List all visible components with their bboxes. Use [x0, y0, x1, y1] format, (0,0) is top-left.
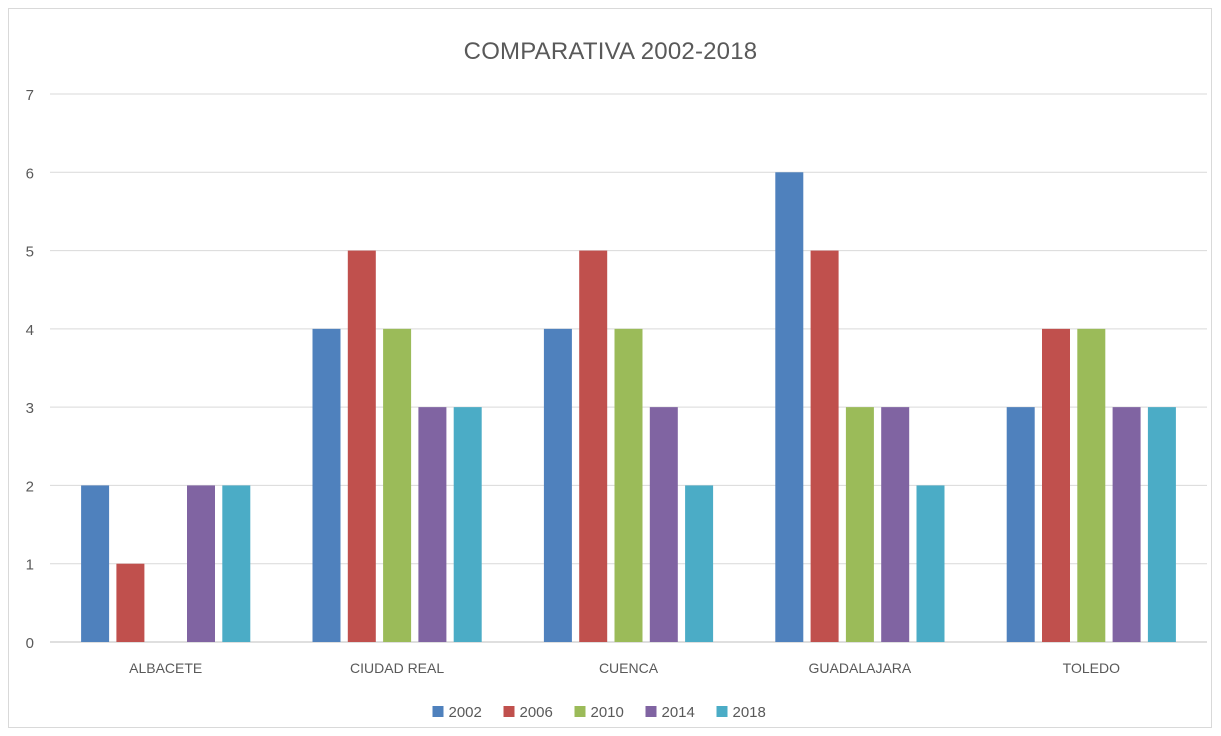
- y-tick-label: 6: [26, 165, 34, 182]
- x-tick-label: TOLEDO: [1063, 660, 1120, 676]
- legend-swatch: [432, 706, 444, 717]
- bar: [845, 407, 874, 642]
- legend-swatch: [503, 706, 515, 717]
- bar: [453, 407, 482, 642]
- legend: 2002 2006 2010 2014 2018: [432, 704, 766, 721]
- y-tick-label: 4: [26, 322, 34, 339]
- legend-swatch: [716, 706, 728, 717]
- bar: [81, 485, 110, 642]
- bar: [222, 485, 251, 642]
- x-tick-label: CIUDAD REAL: [350, 660, 444, 676]
- bar: [116, 563, 145, 642]
- legend-label: 2006: [520, 704, 553, 721]
- bar: [1112, 407, 1141, 642]
- legend-swatch: [645, 706, 657, 717]
- y-axis-ticks: 0 1 2 3 4 5 6 7: [26, 87, 34, 652]
- bar: [383, 328, 412, 642]
- x-axis-ticks: ALBACETE CIUDAD REAL CUENCA GUADALAJARA TOLE…: [129, 660, 1120, 676]
- bar: [775, 172, 804, 643]
- bar: [685, 485, 714, 642]
- x-tick-label: ALBACETE: [129, 660, 202, 676]
- bar: [649, 407, 678, 642]
- y-tick-label: 1: [26, 557, 34, 574]
- bar: [881, 407, 910, 642]
- bar: [579, 250, 608, 643]
- bar: [543, 328, 572, 642]
- bar: [1077, 328, 1106, 642]
- bar: [916, 485, 945, 642]
- legend-label: 2002: [449, 704, 482, 721]
- y-tick-label: 5: [26, 244, 34, 261]
- bar: [614, 328, 643, 642]
- y-tick-label: 7: [26, 87, 34, 104]
- bars: [81, 172, 1176, 643]
- bar: [418, 407, 447, 642]
- y-tick-label: 0: [26, 635, 34, 652]
- x-tick-label: GUADALAJARA: [809, 660, 912, 676]
- legend-label: 2018: [733, 704, 766, 721]
- bar: [347, 250, 376, 643]
- bar: [187, 485, 215, 642]
- bar: [1042, 328, 1070, 642]
- x-tick-label: CUENCA: [599, 660, 659, 676]
- y-tick-label: 3: [26, 400, 34, 417]
- legend-label: 2014: [662, 704, 695, 721]
- bar: [312, 328, 341, 642]
- legend-label: 2010: [591, 704, 624, 721]
- y-tick-label: 2: [26, 478, 34, 495]
- bar: [1006, 407, 1035, 642]
- legend-swatch: [574, 706, 586, 717]
- bar: [1147, 407, 1176, 642]
- bar: [810, 250, 839, 643]
- chart-title: COMPARATIVA 2002-2018: [463, 38, 758, 65]
